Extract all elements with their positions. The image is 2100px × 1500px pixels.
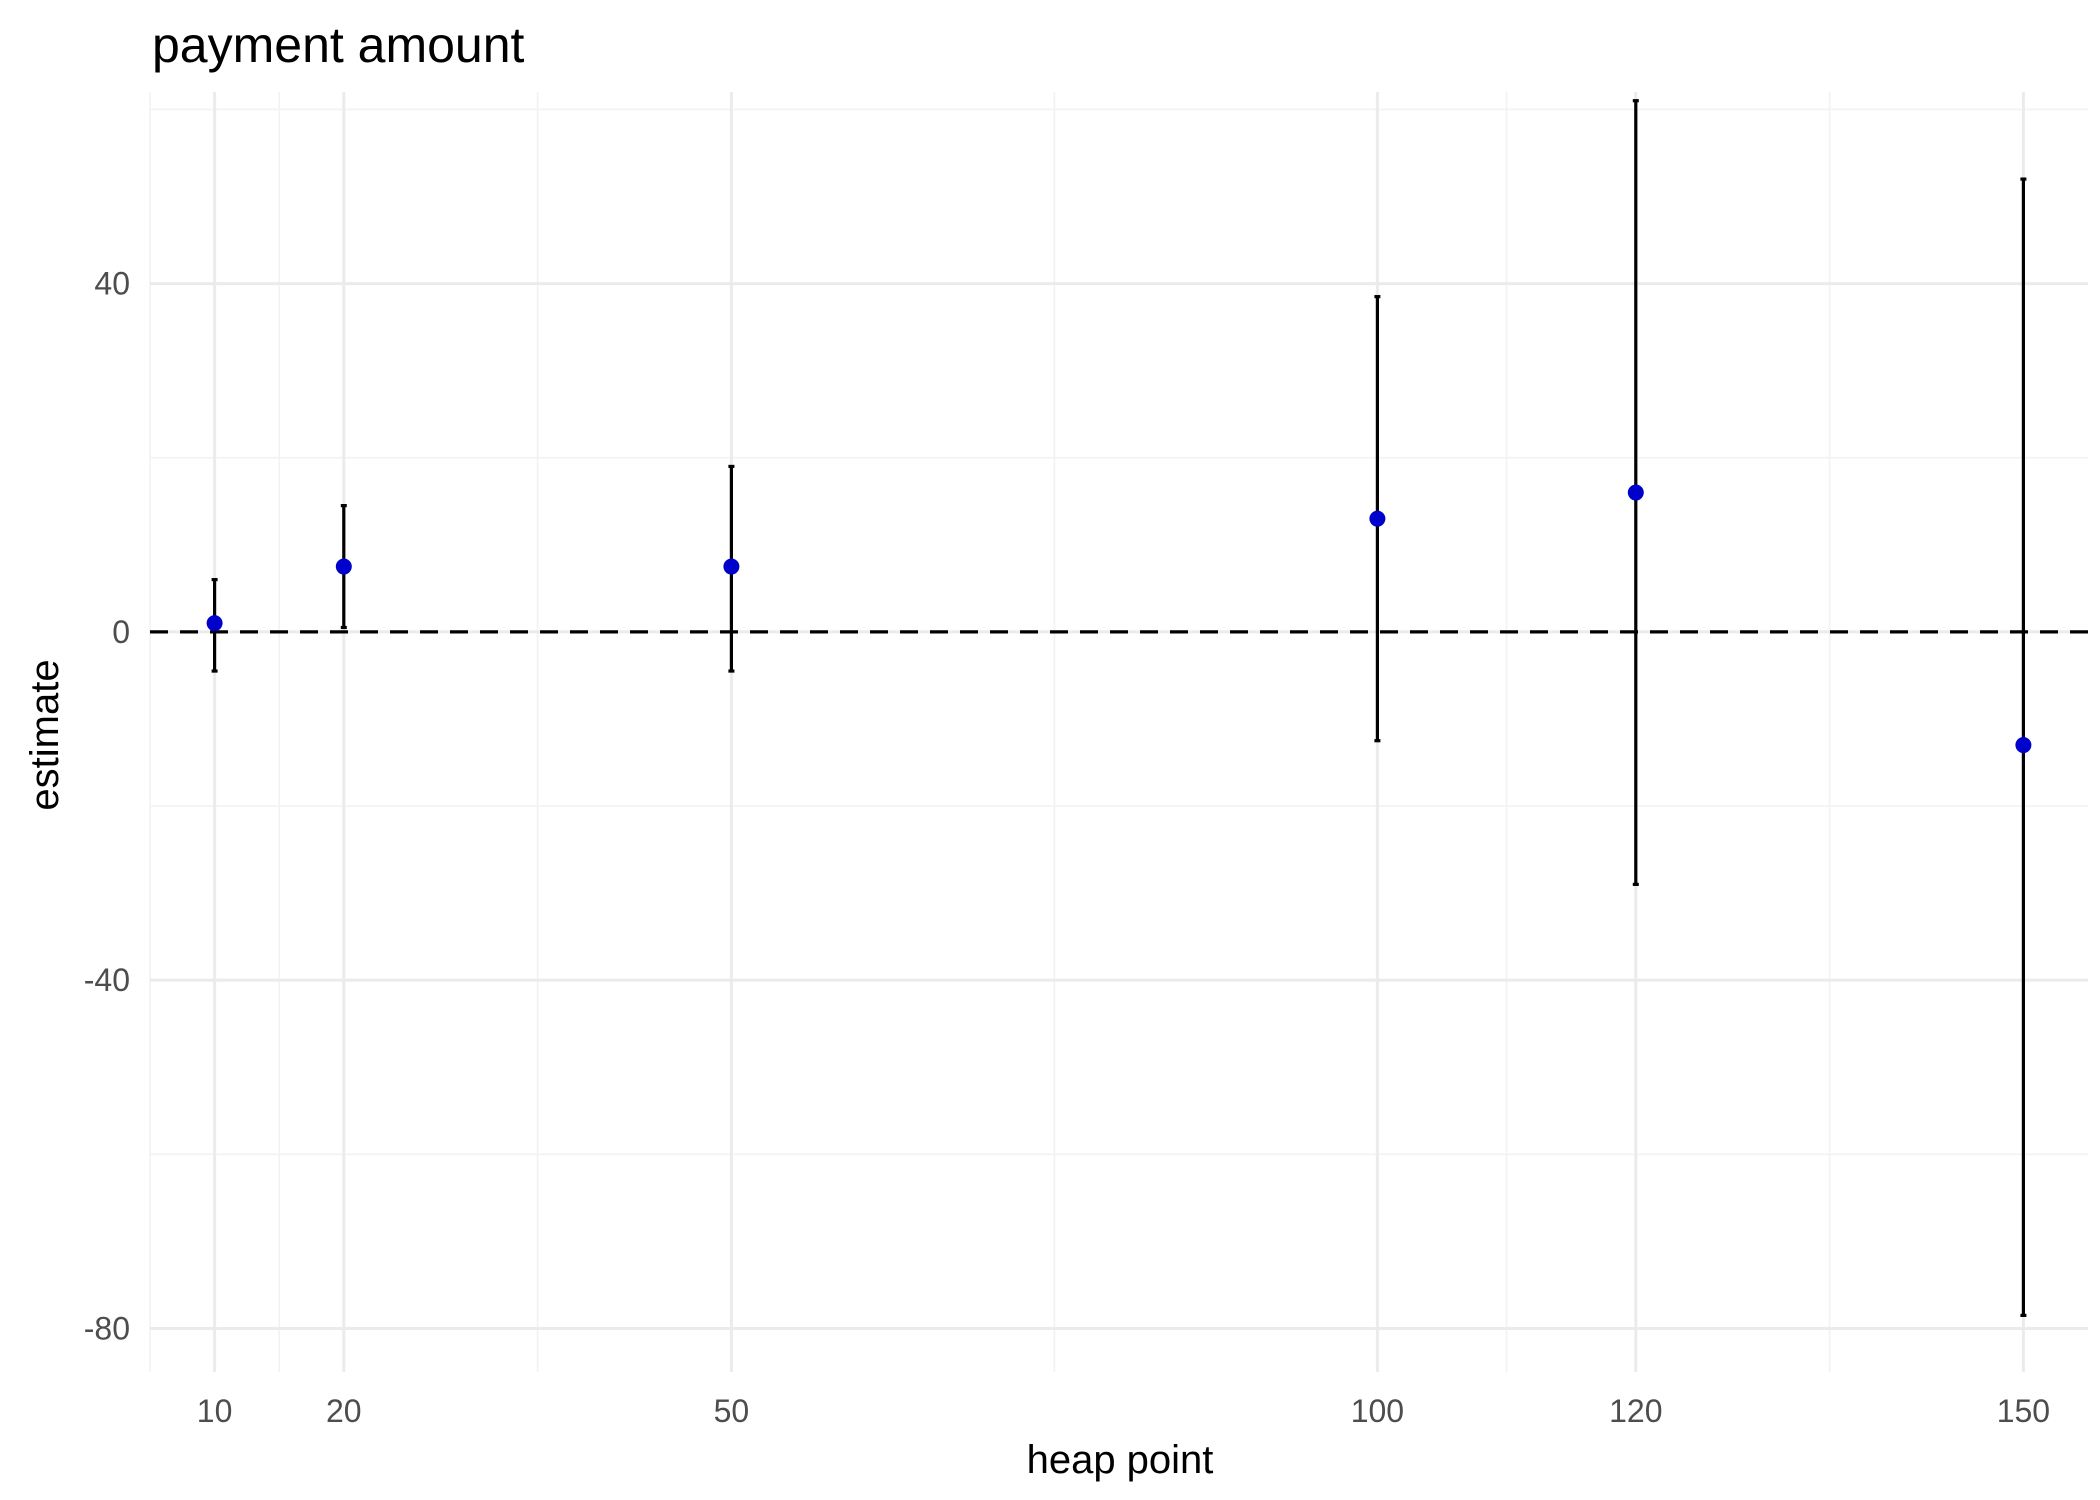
grid xyxy=(149,92,2088,1372)
data-point xyxy=(2015,737,2032,754)
y-tick-labels: -80 -40 0 40 xyxy=(84,266,130,1347)
data-point xyxy=(206,615,223,632)
data-point xyxy=(1369,510,1386,527)
x-tick-label: 50 xyxy=(714,1393,750,1429)
x-axis-title: heap point xyxy=(1027,1438,1214,1482)
y-tick-label: 40 xyxy=(94,266,130,302)
y-axis-title: estimate xyxy=(23,659,67,810)
x-tick-label: 150 xyxy=(1997,1393,2050,1429)
x-tick-label: 100 xyxy=(1351,1393,1404,1429)
data-point xyxy=(1627,484,1644,501)
y-tick-label: -80 xyxy=(84,1310,130,1346)
data-points xyxy=(206,484,2032,754)
x-tick-label: 10 xyxy=(197,1393,233,1429)
y-tick-label: 0 xyxy=(112,614,130,650)
x-tick-label: 20 xyxy=(326,1393,362,1429)
data-point xyxy=(723,558,740,575)
data-point xyxy=(335,558,352,575)
x-tick-label: 120 xyxy=(1609,1393,1662,1429)
x-tick-labels: 10 20 50 100 120 150 xyxy=(197,1393,2050,1429)
y-tick-label: -40 xyxy=(84,962,130,998)
chart-title: payment amount xyxy=(152,17,525,73)
